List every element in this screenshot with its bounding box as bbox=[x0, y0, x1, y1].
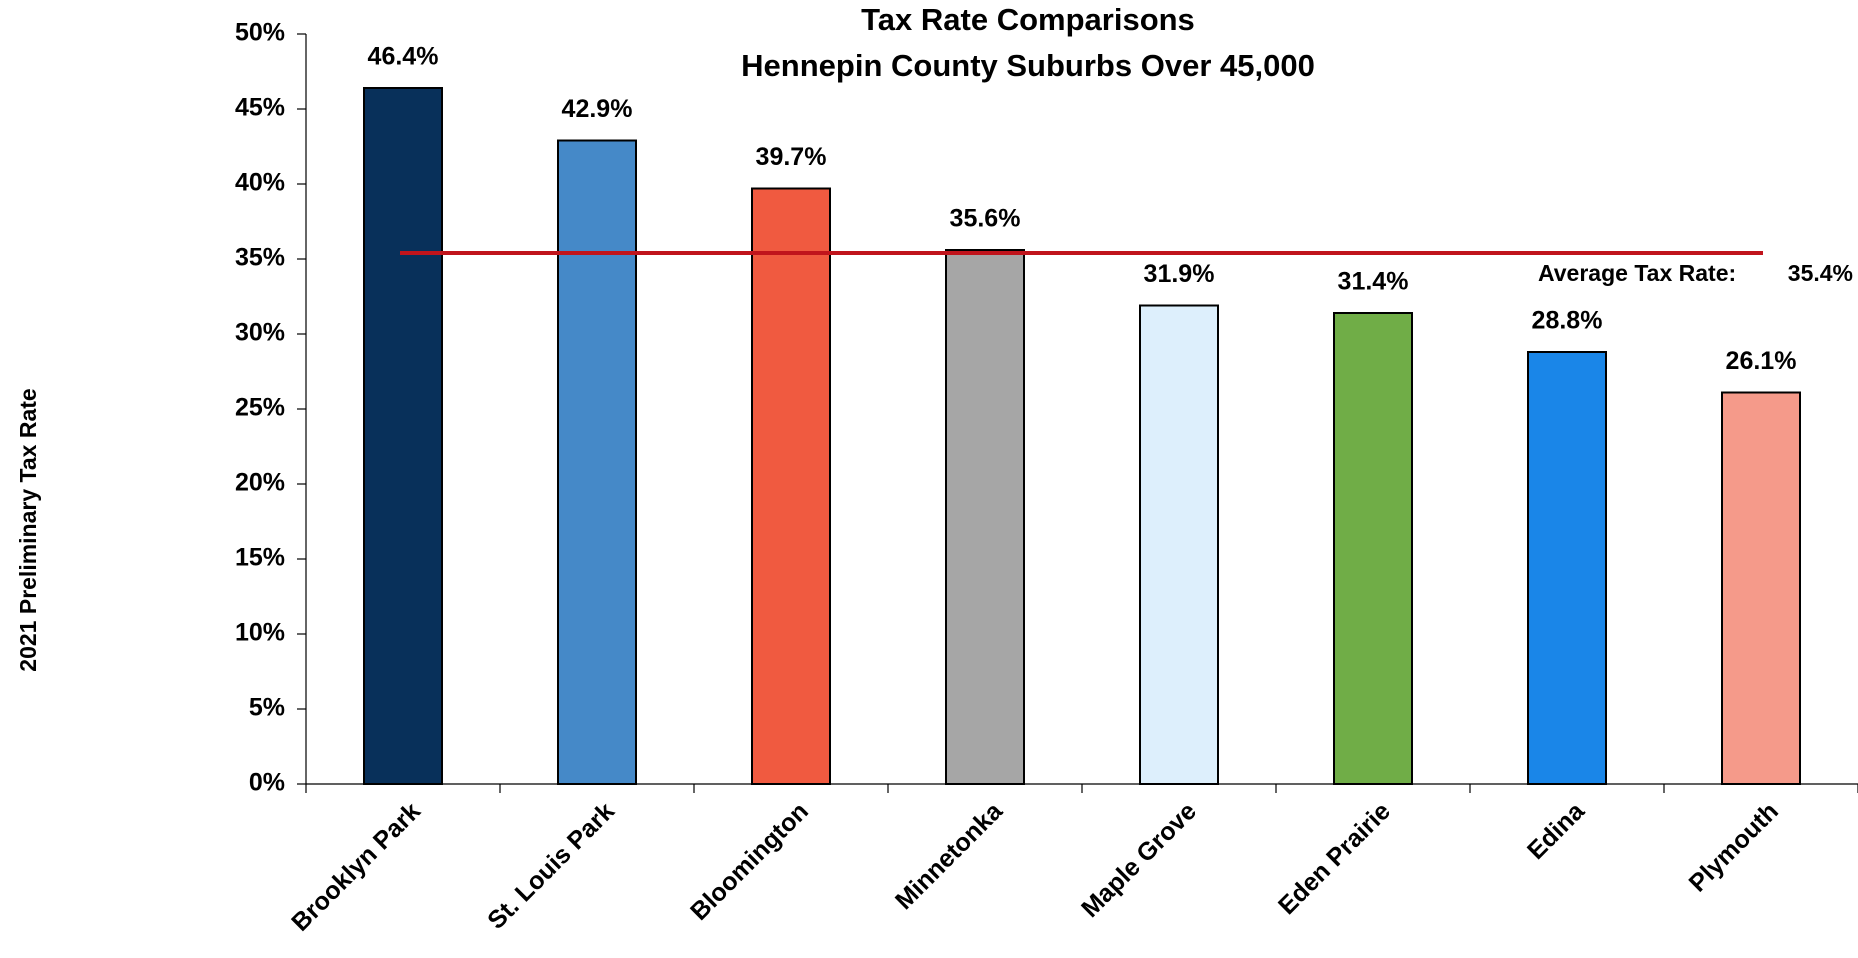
data-label: 39.7% bbox=[756, 143, 827, 171]
y-tick-label: 5% bbox=[249, 694, 285, 722]
chart-title: Tax Rate Comparisons bbox=[861, 2, 1195, 37]
x-tick-label: Eden Prairie bbox=[1273, 797, 1396, 920]
bar bbox=[945, 249, 1025, 785]
data-label: 46.4% bbox=[368, 43, 439, 71]
y-tick-label: 45% bbox=[235, 94, 285, 122]
bar bbox=[751, 187, 831, 785]
y-tick-label: 20% bbox=[235, 469, 285, 497]
x-tick-label: Bloomington bbox=[685, 797, 814, 926]
x-tick-label: Maple Grove bbox=[1076, 797, 1202, 923]
bar bbox=[1527, 351, 1607, 785]
x-tick-label: Edina bbox=[1522, 796, 1591, 865]
y-tick-label: 30% bbox=[235, 319, 285, 347]
data-label: 26.1% bbox=[1726, 347, 1797, 375]
y-tick-label: 40% bbox=[235, 169, 285, 197]
y-tick-label: 35% bbox=[235, 244, 285, 272]
data-label: 31.9% bbox=[1144, 260, 1215, 288]
y-tick-label: 50% bbox=[235, 19, 285, 47]
y-tick-label: 10% bbox=[235, 619, 285, 647]
y-axis-label: 2021 Preliminary Tax Rate bbox=[15, 388, 41, 671]
data-label: 42.9% bbox=[562, 95, 633, 123]
bar bbox=[363, 87, 443, 785]
x-tick-label: St. Louis Park bbox=[482, 797, 620, 935]
x-tick-label: Minnetonka bbox=[890, 796, 1009, 915]
bar bbox=[1139, 304, 1219, 785]
data-label: 35.6% bbox=[950, 205, 1021, 233]
average-value-label: 35.4% bbox=[1788, 260, 1853, 286]
average-label: Average Tax Rate: bbox=[1538, 260, 1736, 286]
bar bbox=[1721, 391, 1801, 785]
data-label: 31.4% bbox=[1338, 268, 1409, 296]
x-tick-label: Plymouth bbox=[1684, 797, 1784, 897]
y-tick-label: 15% bbox=[235, 544, 285, 572]
y-tick-label: 0% bbox=[249, 769, 285, 797]
bar bbox=[1333, 312, 1413, 785]
bar bbox=[557, 139, 637, 785]
data-label: 28.8% bbox=[1532, 307, 1603, 335]
x-tick-label: Brooklyn Park bbox=[286, 797, 426, 937]
chart-subtitle: Hennepin County Suburbs Over 45,000 bbox=[741, 48, 1315, 83]
y-tick-label: 25% bbox=[235, 394, 285, 422]
